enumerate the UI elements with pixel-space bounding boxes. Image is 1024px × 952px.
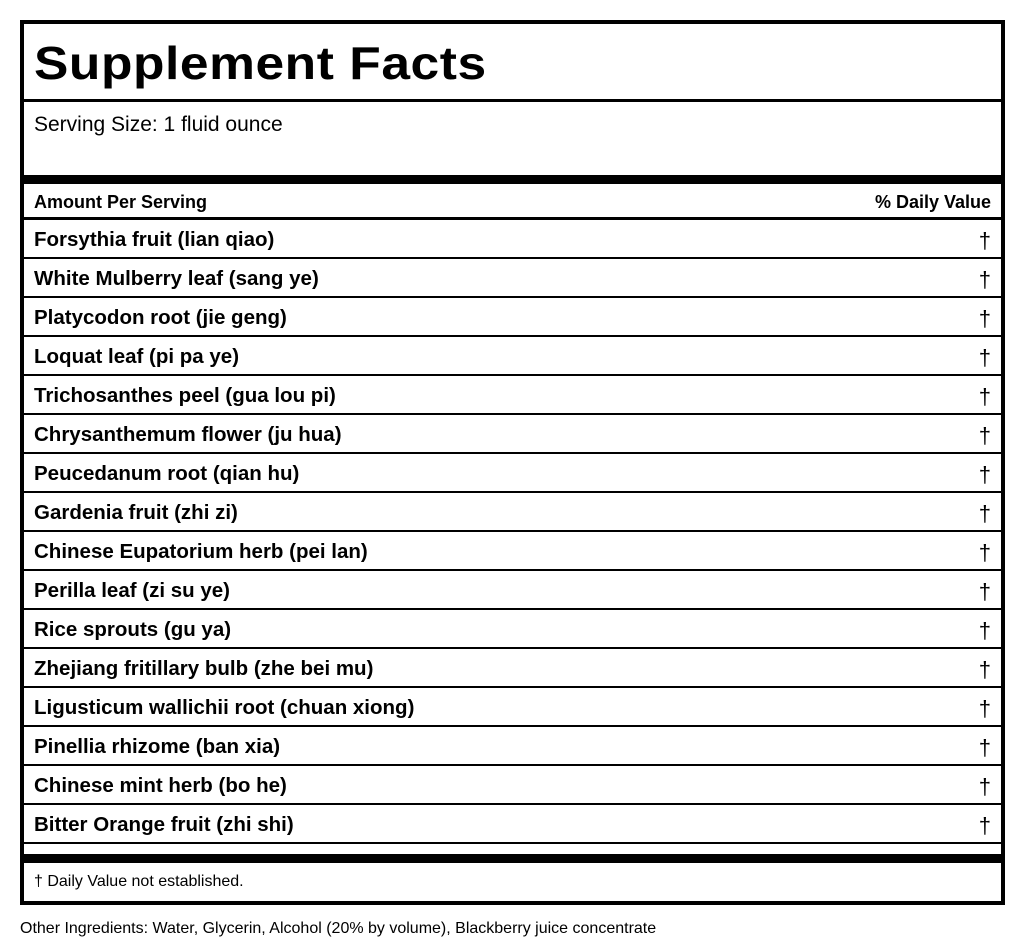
- footnote: † Daily Value not established.: [34, 873, 244, 890]
- daily-value-dagger: †: [978, 267, 991, 292]
- ingredient-name: Chinese Eupatorium herb (pei lan): [34, 540, 368, 563]
- title-bar: Supplement Facts: [24, 24, 1001, 102]
- daily-value-dagger: †: [978, 228, 991, 253]
- ingredient-name: Chinese mint herb (bo he): [34, 774, 287, 797]
- other-ingredients: Other Ingredients: Water, Glycerin, Alco…: [20, 920, 657, 937]
- daily-value-dagger: †: [978, 306, 991, 331]
- footnote-section: † Daily Value not established.: [24, 863, 1001, 902]
- bottom-thick-divider: [24, 854, 1001, 863]
- ingredient-name: Chrysanthemum flower (ju hua): [34, 423, 342, 446]
- daily-value-dagger: †: [978, 384, 991, 409]
- daily-value-dagger: †: [978, 618, 991, 643]
- serving-size: Serving Size: 1 fluid ounce: [34, 113, 283, 136]
- daily-value-dagger: †: [978, 735, 991, 760]
- daily-value-dagger: †: [978, 501, 991, 526]
- ingredient-name: Rice sprouts (gu ya): [34, 618, 232, 641]
- ingredient-name: Loquat leaf (pi pa ye): [34, 345, 240, 368]
- ingredient-row: Peucedanum root (qian hu) †: [24, 454, 1001, 493]
- daily-value-header: % Daily Value: [874, 192, 991, 212]
- daily-value-dagger: †: [978, 540, 991, 565]
- ingredient-row: Ligusticum wallichii root (chuan xiong) †: [24, 688, 1001, 727]
- column-header-row: Amount Per Serving % Daily Value: [24, 184, 1001, 220]
- ingredient-row: Bitter Orange fruit (zhi shi) †: [24, 805, 1001, 844]
- ingredient-name: Perilla leaf (zi su ye): [34, 579, 230, 602]
- thick-divider: [24, 175, 1001, 184]
- ingredient-name: Peucedanum root (qian hu): [34, 462, 300, 485]
- daily-value-dagger: †: [978, 696, 991, 721]
- ingredient-name: Bitter Orange fruit (zhi shi): [34, 813, 294, 836]
- daily-value-dagger: †: [978, 579, 991, 604]
- amount-per-serving-header: Amount Per Serving: [34, 192, 208, 212]
- supplement-facts-panel: Supplement Facts Serving Size: 1 fluid o…: [20, 20, 1005, 905]
- ingredient-name: Ligusticum wallichii root (chuan xiong): [34, 696, 415, 719]
- ingredient-row: Chinese mint herb (bo he) †: [24, 766, 1001, 805]
- ingredient-row: Chrysanthemum flower (ju hua) †: [24, 415, 1001, 454]
- ingredient-row: Forsythia fruit (lian qiao) †: [24, 220, 1001, 259]
- daily-value-dagger: †: [978, 462, 991, 487]
- ingredient-name: Gardenia fruit (zhi zi): [34, 501, 238, 524]
- daily-value-dagger: †: [978, 423, 991, 448]
- ingredient-name: Forsythia fruit (lian qiao): [34, 228, 275, 251]
- ingredient-row: White Mulberry leaf (sang ye) †: [24, 259, 1001, 298]
- ingredient-name: Pinellia rhizome (ban xia): [34, 735, 281, 758]
- panel-title: Supplement Facts: [34, 37, 487, 89]
- serving-size-section: Serving Size: 1 fluid ounce: [24, 102, 1001, 175]
- ingredient-row: Platycodon root (jie geng) †: [24, 298, 1001, 337]
- daily-value-dagger: †: [978, 774, 991, 799]
- ingredient-name: Trichosanthes peel (gua lou pi): [34, 384, 336, 407]
- ingredient-row: Gardenia fruit (zhi zi) †: [24, 493, 1001, 532]
- ingredient-row: Chinese Eupatorium herb (pei lan) †: [24, 532, 1001, 571]
- ingredient-row: Loquat leaf (pi pa ye) †: [24, 337, 1001, 376]
- daily-value-dagger: †: [978, 345, 991, 370]
- ingredient-name: White Mulberry leaf (sang ye): [34, 267, 319, 290]
- ingredient-list: Forsythia fruit (lian qiao) † White Mulber…: [24, 220, 1001, 844]
- ingredient-name: Zhejiang fritillary bulb (zhe bei mu): [34, 657, 374, 680]
- daily-value-dagger: †: [978, 813, 991, 838]
- ingredient-name: Platycodon root (jie geng): [34, 306, 287, 329]
- spacer: [24, 844, 1001, 854]
- daily-value-dagger: †: [978, 657, 991, 682]
- ingredient-row: Pinellia rhizome (ban xia) †: [24, 727, 1001, 766]
- ingredient-row: Zhejiang fritillary bulb (zhe bei mu) †: [24, 649, 1001, 688]
- ingredient-row: Perilla leaf (zi su ye) †: [24, 571, 1001, 610]
- ingredient-row: Rice sprouts (gu ya) †: [24, 610, 1001, 649]
- ingredient-row: Trichosanthes peel (gua lou pi) †: [24, 376, 1001, 415]
